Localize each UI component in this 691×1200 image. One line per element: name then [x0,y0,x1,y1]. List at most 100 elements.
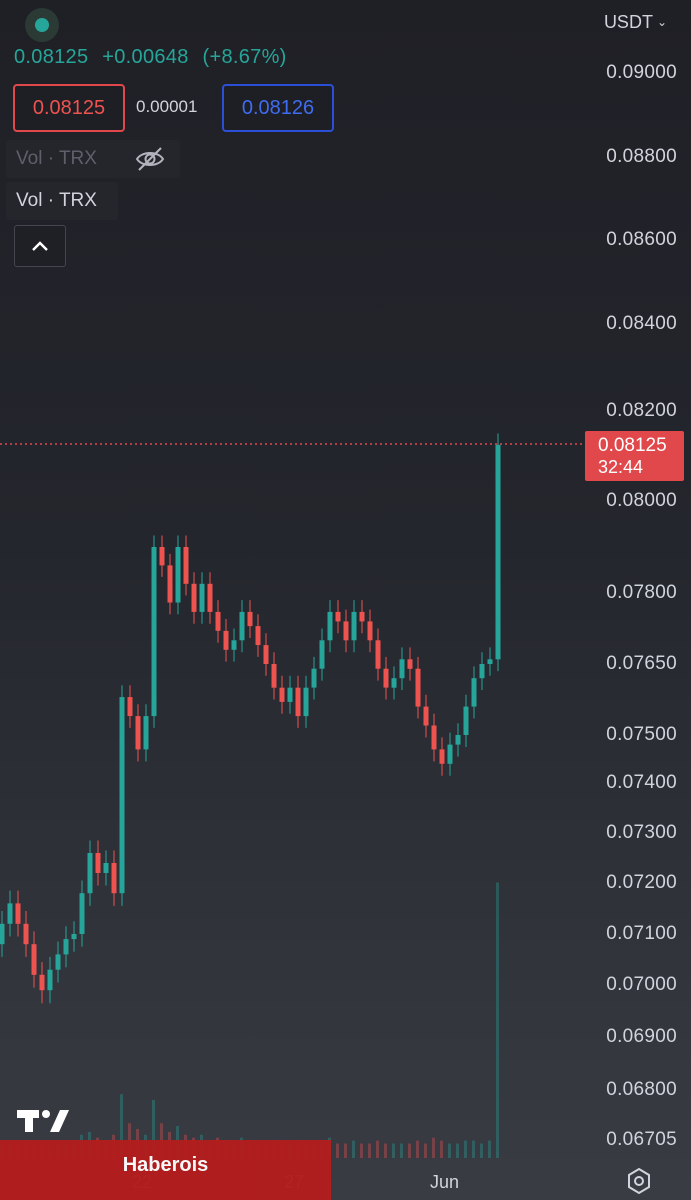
ask-price: 0.08126 [241,96,315,119]
last-price-tag: 0.08125 32:44 [585,431,684,481]
candle [287,687,293,702]
candle [407,659,413,669]
volume-bars [0,882,499,1158]
buy-price-button[interactable]: 0.08126 [222,84,334,132]
candle [223,630,229,650]
price-axis-label: 0.08000 [606,490,677,511]
watermark-banner: Haberois [0,1140,331,1200]
candle [199,583,205,612]
candle [335,611,341,622]
candle [495,444,501,660]
candle [167,565,173,603]
volume-bar [408,1143,411,1158]
volume-bar [344,1143,347,1158]
candle [55,954,61,970]
candle [279,687,285,702]
candle [375,640,381,669]
price-axis-label: 0.08600 [606,229,677,250]
price-change-pct: (+8.67%) [202,46,287,68]
price-axis-label: 0.06800 [606,1079,677,1100]
volume-bar [448,1143,451,1158]
time-axis-label-jun: Jun [430,1172,460,1192]
candle [399,659,405,679]
candle [47,969,53,991]
spread-value: 0.00001 [136,97,198,116]
quote-currency-label: USDT [603,12,653,32]
candle [263,645,269,664]
price-change-abs: +0.00648 [102,46,189,68]
volume-bar [120,1094,123,1158]
volume-bar [472,1140,475,1158]
volume-bar [352,1140,355,1158]
volume-bar [456,1143,459,1158]
candle [439,749,445,764]
candle [15,903,21,924]
tradingview-logo-icon [17,1110,69,1132]
candle [303,687,309,717]
volume-bar [432,1137,435,1158]
chevron-up-icon [32,241,48,251]
last-price-tag-price: 0.08125 [598,435,667,456]
price-axis-label: 0.07100 [606,923,677,944]
price-axis-label: 0.08400 [606,313,677,334]
candle-countdown: 32:44 [598,457,644,477]
price-axis-label: 0.07800 [606,582,677,603]
candle [479,664,485,679]
watermark-text: Haberois [122,1154,209,1176]
candle [7,903,13,924]
candle [23,923,29,945]
price-axis-label: 0.07650 [606,653,677,674]
volume-bar [496,882,499,1158]
quote-currency-selector[interactable]: USDT ⌄ [604,12,667,33]
volume-bar [464,1140,467,1158]
price-axis-label: 0.07200 [606,872,677,893]
candle [295,687,301,717]
candle [95,853,101,873]
eye-off-icon[interactable] [134,145,166,173]
volume-bar [392,1143,395,1158]
candle [271,664,277,688]
collapse-legend-button[interactable] [14,225,66,267]
candle [487,659,493,664]
price-axis-label: 0.07300 [606,822,677,843]
candle [135,716,141,750]
sell-price-button[interactable]: 0.08125 [13,84,125,132]
candle [119,697,125,894]
candlesticks [0,433,501,1004]
candle [127,697,133,716]
price-axis-label: 0.08200 [606,400,677,421]
candle [351,611,357,641]
candle [0,923,5,945]
price-axis-label: 0.07500 [606,724,677,745]
price-axis-label: 0.07400 [606,772,677,793]
candle [175,547,181,603]
candle [79,893,85,934]
price-axis-label: 0.08800 [606,146,677,167]
volume-bar [480,1143,483,1158]
candle [255,626,261,645]
candle [231,640,237,650]
candle [327,611,333,641]
bid-price: 0.08125 [32,96,106,119]
price-axis-label: 0.07000 [606,974,677,995]
volume-indicator-row[interactable]: Vol · TRX [6,182,118,220]
candle [447,744,453,764]
candle [343,621,349,641]
candle [71,934,77,940]
price-axis-label: 0.09000 [606,62,677,83]
candle [31,944,37,975]
candle [455,735,461,745]
candle [383,668,389,688]
candle [311,668,317,688]
settings-icon[interactable] [624,1166,654,1196]
candle [463,706,469,735]
candle [359,611,365,622]
price-axis-label: 0.06900 [606,1026,677,1047]
candle [151,547,157,717]
volume-indicator-label: Vol · TRX [16,190,97,211]
candle [247,611,253,627]
volume-bar [424,1143,427,1158]
volume-indicator-hidden-row[interactable]: Vol · TRX [6,140,180,178]
candle [111,863,117,894]
